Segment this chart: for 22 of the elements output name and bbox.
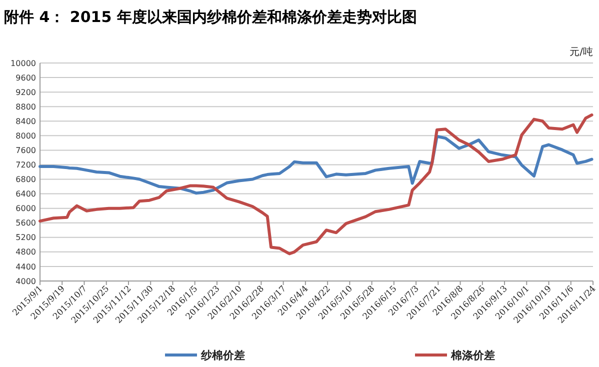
y-tick-label: 5200	[16, 233, 36, 242]
y-tick-label: 8000	[16, 131, 36, 140]
legend-label: 棉涤价差	[450, 348, 495, 362]
y-tick-label: 9600	[16, 73, 36, 82]
y-tick-label: 10000	[10, 58, 36, 68]
y-tick-label: 6400	[16, 190, 36, 199]
y-tick-label: 7600	[16, 146, 36, 155]
y-tick-label: 9200	[16, 88, 36, 97]
y-tick-label: 4400	[16, 262, 36, 272]
y-tick-label: 5600	[16, 218, 36, 228]
chart-title: 附件 4： 2015 年度以来国内纱棉价差和棉涤价差走势对比图	[4, 8, 417, 26]
y-tick-label: 4000	[16, 276, 36, 286]
y-tick-label: 6000	[16, 204, 36, 214]
line-series	[38, 113, 594, 256]
legend-label: 纱棉价差	[200, 348, 245, 362]
y-tick-label: 7200	[16, 160, 36, 170]
y-tick-label: 8400	[16, 116, 36, 126]
line-series	[38, 134, 594, 195]
y-axis-title: 元/吨	[570, 46, 593, 58]
y-tick-label: 8800	[16, 102, 36, 112]
y-tick-label: 4800	[16, 248, 36, 257]
y-tick-label: 6800	[16, 175, 36, 184]
